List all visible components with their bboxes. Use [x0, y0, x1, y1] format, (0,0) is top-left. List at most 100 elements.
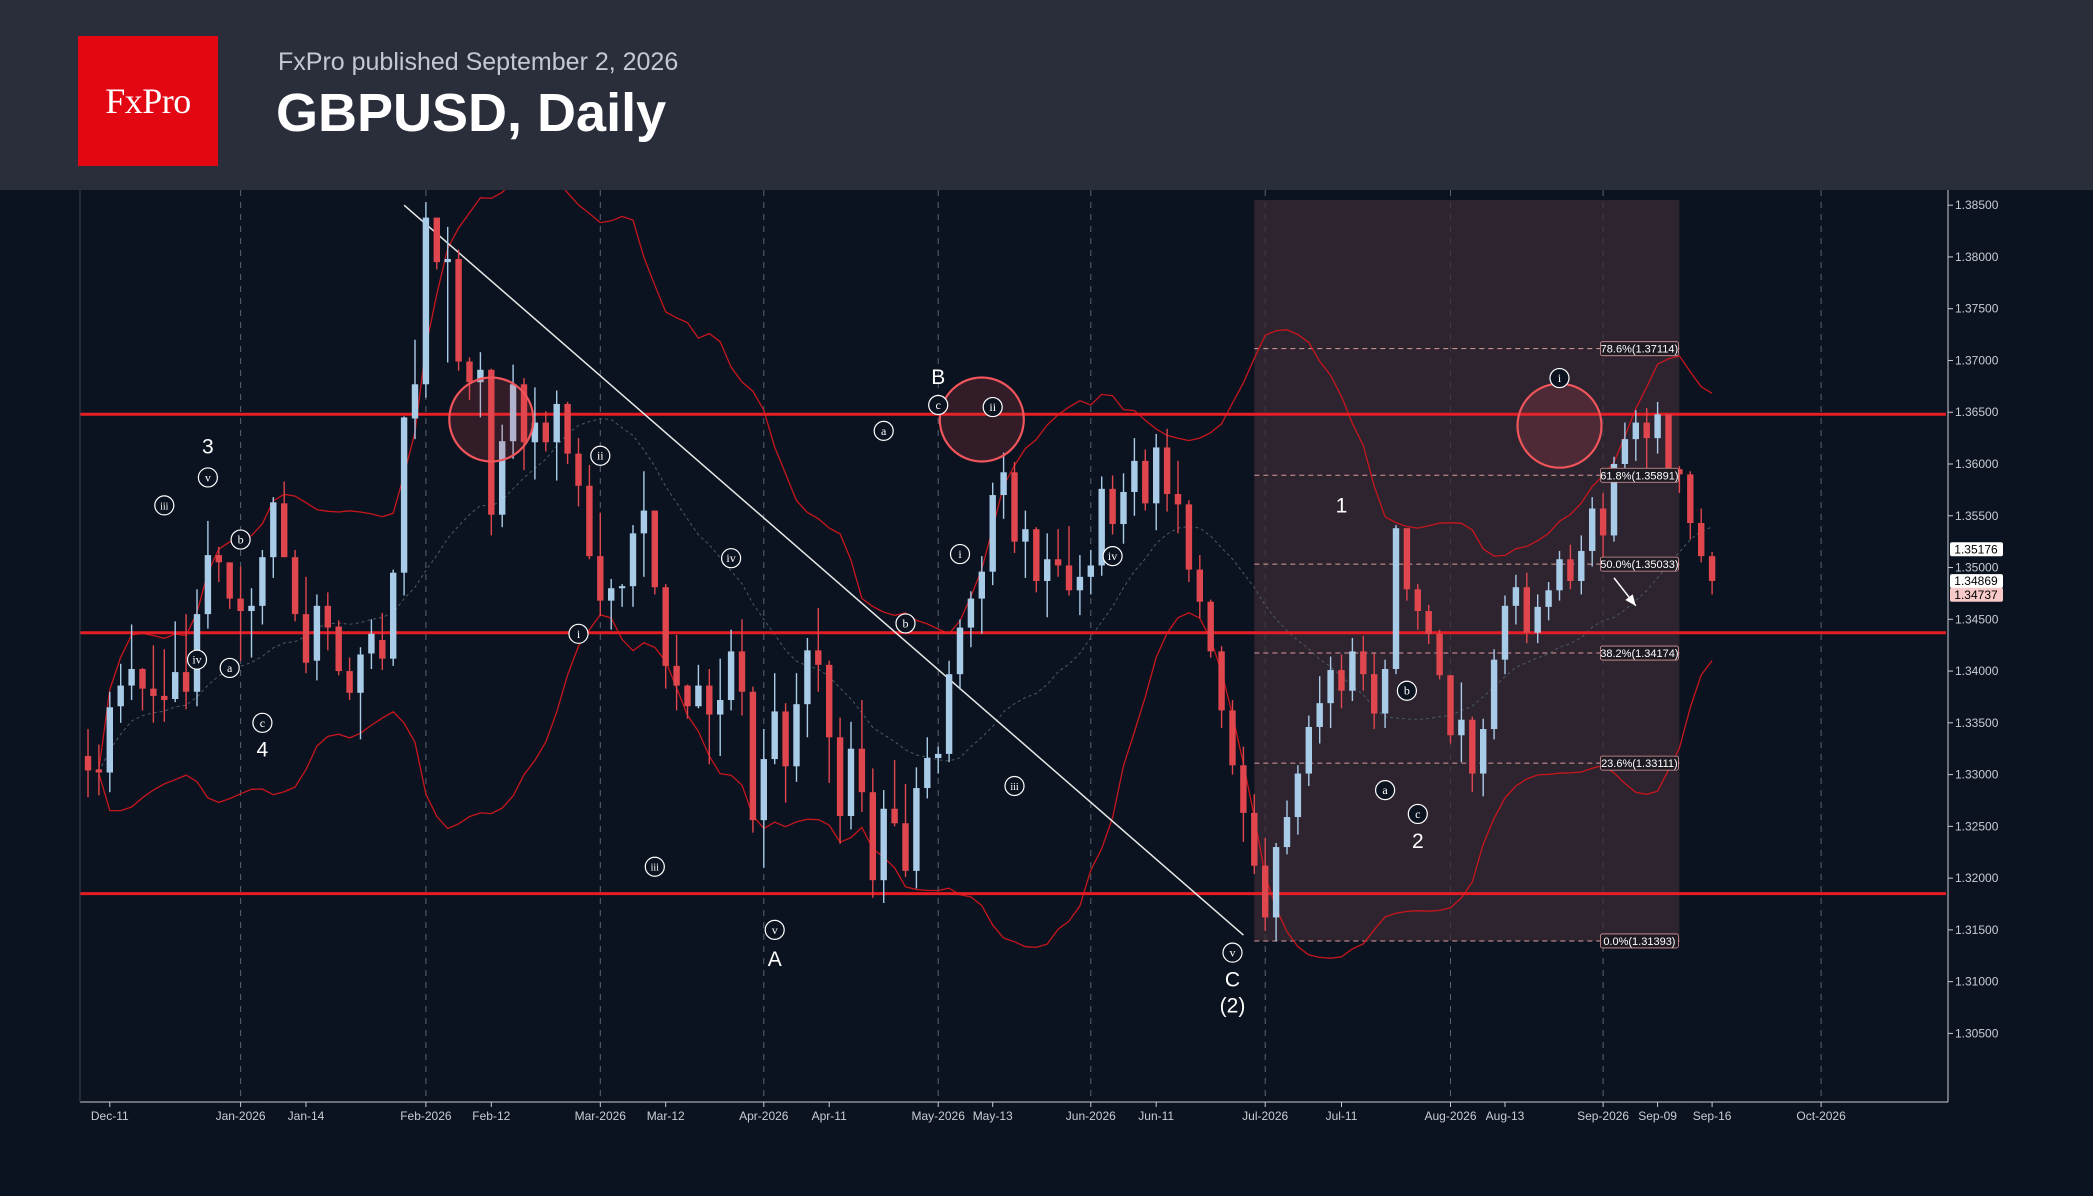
candle-body [629, 533, 637, 587]
x-tick-label: Mar-2026 [575, 1109, 627, 1123]
candle-body [400, 417, 408, 573]
candle-body [1153, 447, 1160, 504]
price-tag [1950, 587, 2003, 602]
candle-body [727, 651, 735, 701]
candle-body [1305, 726, 1312, 774]
candle-body [989, 495, 996, 572]
x-tick-label: Jul-11 [1326, 1109, 1358, 1123]
fibonacci-level-label: 50.0%(1.35033) [1600, 559, 1678, 571]
x-tick-label: Feb-2026 [400, 1109, 452, 1123]
x-tick-label: Sep-2026 [1577, 1109, 1629, 1123]
candle-body [684, 685, 691, 707]
y-tick-label: 1.34500 [1955, 612, 1999, 626]
candle-body [182, 672, 190, 692]
candle-body [880, 808, 887, 881]
candle-body [1643, 422, 1650, 439]
candle-body [782, 711, 789, 767]
fibonacci-level-label: 0.0%(1.31393) [1603, 936, 1675, 948]
candle-body [706, 685, 713, 715]
candle-body [1414, 589, 1421, 612]
candle-body [1207, 601, 1214, 652]
y-axis: 1.38500 1.38000 1.37500 1.37000 1.36500 1.360… [1947, 190, 2003, 1102]
candle-body [1392, 528, 1400, 669]
candle-body [793, 704, 800, 767]
candle-body [1556, 559, 1563, 591]
highlight-circle [448, 376, 535, 463]
wave-label: v [205, 470, 211, 484]
candle-body [368, 633, 375, 654]
candle-body [1480, 729, 1487, 774]
projection-arrow-head [1625, 594, 1636, 606]
candle-body [335, 626, 342, 672]
fxpro-logo: FxPro [78, 36, 218, 166]
fibonacci-level-tag [1600, 755, 1679, 771]
candle-body [1142, 460, 1149, 504]
candle-body [1425, 611, 1432, 634]
candle-body [1578, 550, 1585, 581]
x-tick-label: Mar-12 [647, 1109, 685, 1123]
candle-body [1490, 659, 1498, 730]
candle-body [1120, 491, 1127, 525]
candle-body [1251, 812, 1258, 866]
candle-body [1218, 651, 1225, 711]
wave-label: c [260, 716, 265, 730]
candle-body [390, 572, 397, 659]
candle-body [586, 485, 593, 557]
price-tag [1950, 542, 2003, 557]
candle-body [1534, 606, 1541, 633]
candle-body [913, 788, 920, 871]
candle-body [1447, 675, 1454, 736]
fibonacci-labels: 78.6%(1.37114) 61.8%(1.35891) 50.0%(1.3503… [1600, 341, 1679, 949]
bollinger-middle [98, 418, 1713, 772]
y-tick-label: 1.31000 [1955, 975, 1999, 989]
fibonacci-level-label: 38.2%(1.34174) [1600, 648, 1678, 660]
highlight-circle [938, 376, 1025, 463]
wave-label: iv [192, 653, 201, 667]
candle-body [1610, 464, 1618, 536]
candle-body [237, 598, 244, 612]
x-tick-label: Jun-11 [1138, 1109, 1174, 1123]
candle-body [422, 217, 430, 385]
candle-body [226, 562, 233, 599]
candle-body [1054, 559, 1062, 566]
logo-text: FxPro [105, 81, 191, 121]
fibonacci-level-tag [1600, 341, 1679, 357]
wave-label: i [577, 627, 581, 641]
price-tag-label: 1.34737 [1954, 588, 1998, 602]
candle-body [357, 654, 364, 693]
highlight-circle [1516, 382, 1603, 469]
candle-body [1065, 565, 1073, 591]
y-tick-label: 1.38000 [1955, 250, 1999, 264]
candle-body [1523, 587, 1530, 633]
candle-body [1262, 865, 1269, 918]
fibonacci-level-tag [1600, 467, 1679, 483]
wave-label: C [1225, 969, 1240, 992]
candle-body [1131, 460, 1138, 492]
candle-body [128, 668, 135, 686]
candle-body [1196, 569, 1203, 602]
candle-body [978, 571, 985, 599]
wave-label: b [903, 616, 909, 630]
wave-label: 3 [202, 435, 214, 458]
candle-body [608, 588, 615, 601]
y-tick-label: 1.36000 [1955, 457, 1999, 471]
wave-label: iii [160, 501, 169, 512]
x-tick-label: Feb-12 [472, 1109, 510, 1123]
candle-body [1163, 447, 1171, 495]
candle-body [1665, 414, 1672, 470]
y-tick-label: 1.30500 [1955, 1026, 1999, 1040]
chart-title: GBPUSD, Daily [276, 83, 667, 143]
wave-label: 4 [257, 739, 269, 762]
candle-body [1272, 847, 1280, 918]
price-tag [1950, 574, 2003, 589]
candle-body [1403, 528, 1411, 590]
candle-body [1371, 674, 1378, 714]
wave-label-circle [644, 856, 665, 877]
candle-body [520, 384, 528, 443]
wave-label-circle [720, 548, 742, 569]
wave-label-circle [928, 394, 949, 416]
wave-label: ii [597, 449, 604, 463]
wave-label-circle [568, 623, 589, 644]
x-tick-label: Aug-13 [1486, 1109, 1525, 1123]
candle-body [1033, 529, 1040, 581]
